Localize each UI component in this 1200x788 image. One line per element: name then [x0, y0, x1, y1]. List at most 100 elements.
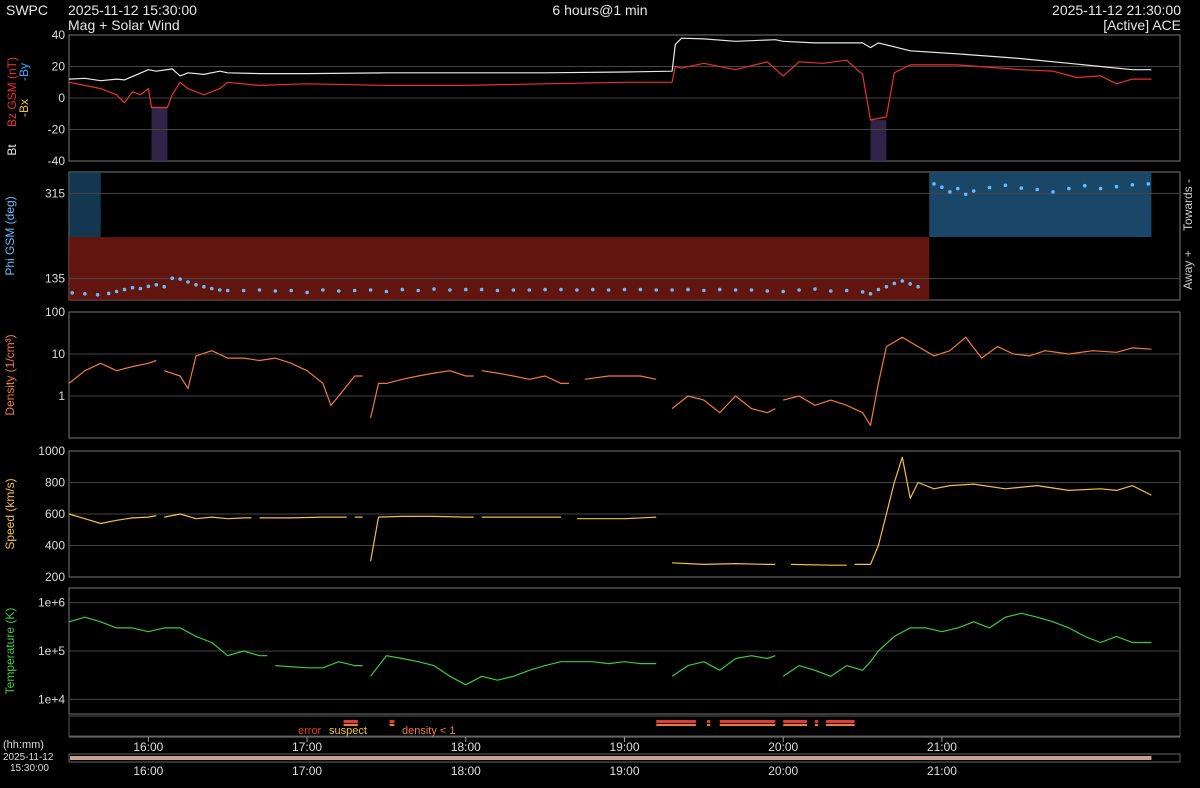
phi-point [511, 288, 516, 292]
phi-point [479, 287, 484, 292]
bz-south-shade [870, 120, 887, 161]
phi-point [305, 290, 309, 295]
bz-axis-label: Bz GSM (nT) [5, 57, 19, 127]
error-flag [389, 720, 395, 723]
phi-panel: 315 135 Phi GSM (deg) Away + Towards - [3, 171, 1195, 301]
density-flag [719, 724, 776, 726]
time-tick-label: 18:00 [451, 740, 481, 754]
phi-point [114, 289, 119, 294]
phi-point [448, 288, 452, 292]
phi-point [797, 288, 801, 292]
error-flag [783, 720, 808, 723]
phi-point [963, 192, 968, 197]
towards-sector-band [69, 172, 101, 237]
time-slider-fill [70, 756, 1152, 760]
phi-point [273, 289, 278, 293]
density-flag [389, 724, 395, 726]
phi-point [352, 288, 357, 293]
mag-tick-label: -40 [48, 154, 66, 168]
phi-point [1130, 183, 1135, 187]
phi-point [543, 287, 547, 292]
phi-tick-label: 315 [45, 186, 65, 200]
phi-point [654, 288, 658, 292]
mag-tick-label: 0 [58, 91, 65, 105]
phi-point [1019, 186, 1024, 190]
mag-tick-label: 20 [52, 60, 66, 74]
phi-point [860, 290, 865, 294]
phi-point [606, 288, 611, 292]
phi-point [1051, 190, 1055, 194]
phi-point [70, 291, 74, 295]
phi-point [527, 288, 532, 292]
phi-point [702, 288, 706, 293]
phi-point [321, 288, 325, 292]
source-label: [Active] ACE [1103, 17, 1181, 33]
phi-point [948, 190, 952, 194]
towards-sector-band [929, 172, 1152, 237]
phi-point [749, 288, 754, 292]
error-flag [814, 720, 819, 723]
phi-point [868, 292, 873, 296]
density-tick-label: 100 [45, 305, 65, 319]
phi-point [122, 287, 127, 292]
phi-point [940, 185, 944, 189]
phi-point [464, 287, 468, 292]
phi-point [368, 288, 373, 292]
mag-tick-label: -20 [48, 123, 66, 137]
phi-point [1083, 183, 1087, 188]
phi-point [892, 281, 897, 286]
away-label: Away + [1181, 250, 1195, 289]
phi-point [218, 288, 222, 292]
phi-point [1114, 184, 1119, 189]
time-tick-label: 17:00 [292, 740, 322, 754]
time-tick-label: 21:00 [927, 740, 957, 754]
bt-axis-label: Bt [5, 144, 19, 156]
phi-point [1035, 187, 1039, 192]
phi-point [575, 288, 579, 292]
phi-point [432, 287, 436, 291]
phi-point [170, 276, 174, 281]
phi-point [95, 293, 100, 297]
phi-point [717, 287, 722, 292]
phi-tick-label: 135 [45, 272, 65, 286]
phi-point [1067, 186, 1071, 191]
density-flag [783, 724, 808, 726]
suspect-legend-label: suspect [329, 725, 367, 737]
temperature-tick-label: 1e+5 [38, 644, 65, 658]
time-tick-label: 19:00 [609, 764, 639, 778]
phi-point [844, 288, 849, 293]
phi-point [154, 283, 159, 287]
phi-point [829, 289, 833, 293]
error-legend-label: error [298, 725, 322, 737]
error-flag [826, 720, 855, 723]
phi-point [559, 287, 563, 292]
end-time: 2025-11-12 21:30:00 [1052, 2, 1181, 18]
density-tick-label: 1 [58, 389, 65, 403]
footer-time: 15:30:00 [10, 763, 49, 774]
phi-point [781, 289, 785, 294]
time-tick-label: 21:00 [927, 764, 957, 778]
time-slider-track [68, 753, 1181, 763]
phi-point [813, 287, 817, 291]
temperature-line [68, 612, 1152, 686]
temperature-tick-label: 1e+4 [38, 692, 65, 706]
speed-tick-label: 800 [45, 476, 65, 490]
phi-point [83, 292, 87, 296]
temperature-panel: 1e+6 1e+5 1e+4 Temperature (K) [3, 587, 1181, 715]
org-label: SWPC [6, 2, 48, 18]
density-flag [826, 724, 855, 726]
phi-point [876, 287, 881, 292]
phi-point [1003, 183, 1008, 188]
speed-tick-label: 400 [45, 539, 65, 553]
footer-date: 2025-11-12 [3, 752, 54, 763]
time-tick-label: 16:00 [133, 740, 163, 754]
density-frame [68, 311, 1181, 439]
temperature-axis-label: Temperature (K) [3, 608, 17, 695]
phi-point [186, 280, 190, 284]
error-flag [656, 720, 696, 723]
phi-point [686, 287, 690, 292]
phi-point [908, 282, 912, 286]
time-axis: 16:00 16:00 17:00 17:00 18:00 18:00 19:00 19:00… [3, 736, 1181, 778]
time-tick-label: 18:00 [451, 764, 481, 778]
